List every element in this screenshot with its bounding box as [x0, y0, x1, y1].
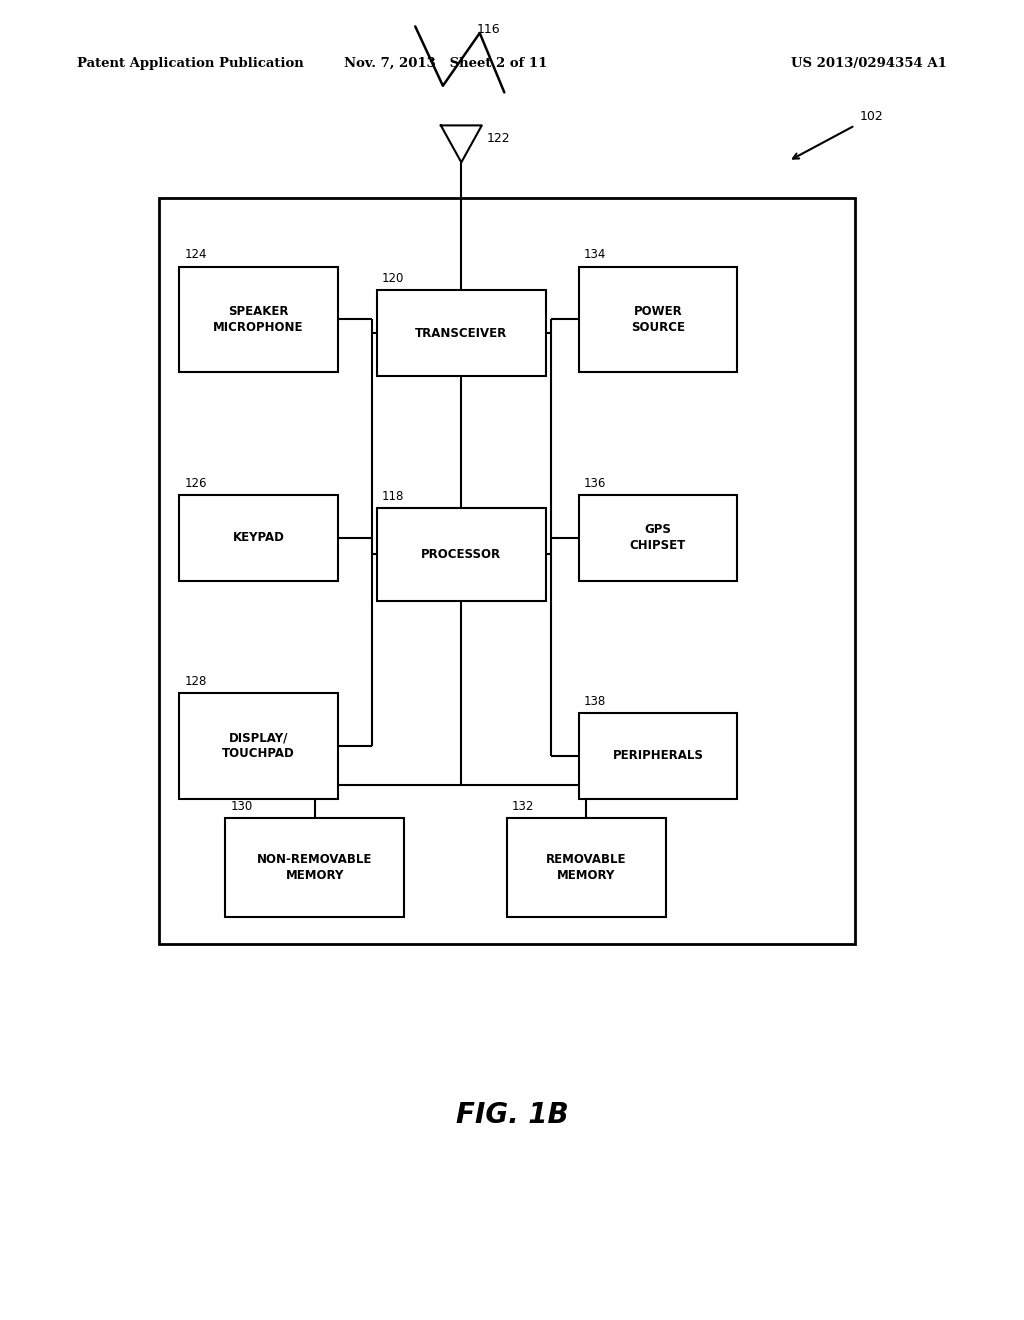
Text: Nov. 7, 2013   Sheet 2 of 11: Nov. 7, 2013 Sheet 2 of 11 — [344, 57, 547, 70]
Text: 116: 116 — [477, 22, 501, 36]
Text: POWER
SOURCE: POWER SOURCE — [631, 305, 685, 334]
Text: NON-REMOVABLE
MEMORY: NON-REMOVABLE MEMORY — [257, 854, 373, 882]
Text: Patent Application Publication: Patent Application Publication — [77, 57, 303, 70]
Text: KEYPAD: KEYPAD — [232, 532, 285, 544]
Text: 126: 126 — [184, 477, 207, 490]
Text: 128: 128 — [184, 675, 207, 688]
Polygon shape — [440, 125, 482, 162]
Bar — [579, 267, 737, 372]
Text: 132: 132 — [512, 800, 535, 813]
Bar — [579, 495, 737, 581]
Text: 130: 130 — [230, 800, 253, 813]
Bar — [179, 267, 338, 372]
Text: 138: 138 — [584, 694, 606, 708]
Text: 124: 124 — [184, 248, 207, 261]
Text: DISPLAY/
TOUCHPAD: DISPLAY/ TOUCHPAD — [222, 731, 295, 760]
Text: FIG. 1B: FIG. 1B — [456, 1101, 568, 1130]
Text: 118: 118 — [382, 490, 404, 503]
Text: GPS
CHIPSET: GPS CHIPSET — [630, 524, 686, 552]
Text: 120: 120 — [382, 272, 404, 285]
Bar — [225, 818, 404, 917]
Text: SPEAKER
MICROPHONE: SPEAKER MICROPHONE — [213, 305, 304, 334]
Bar — [159, 198, 855, 944]
Text: 136: 136 — [584, 477, 606, 490]
Bar — [377, 290, 546, 376]
Text: US 2013/0294354 A1: US 2013/0294354 A1 — [792, 57, 947, 70]
Bar — [377, 508, 546, 601]
Bar — [579, 713, 737, 799]
Bar — [507, 818, 666, 917]
Text: 102: 102 — [860, 110, 884, 123]
Text: TRANSCEIVER: TRANSCEIVER — [415, 327, 508, 339]
Text: PERIPHERALS: PERIPHERALS — [612, 750, 703, 762]
Bar — [179, 693, 338, 799]
Text: 134: 134 — [584, 248, 606, 261]
Bar — [179, 495, 338, 581]
Text: 122: 122 — [487, 132, 511, 145]
Text: PROCESSOR: PROCESSOR — [421, 548, 502, 561]
Text: REMOVABLE
MEMORY: REMOVABLE MEMORY — [546, 854, 627, 882]
